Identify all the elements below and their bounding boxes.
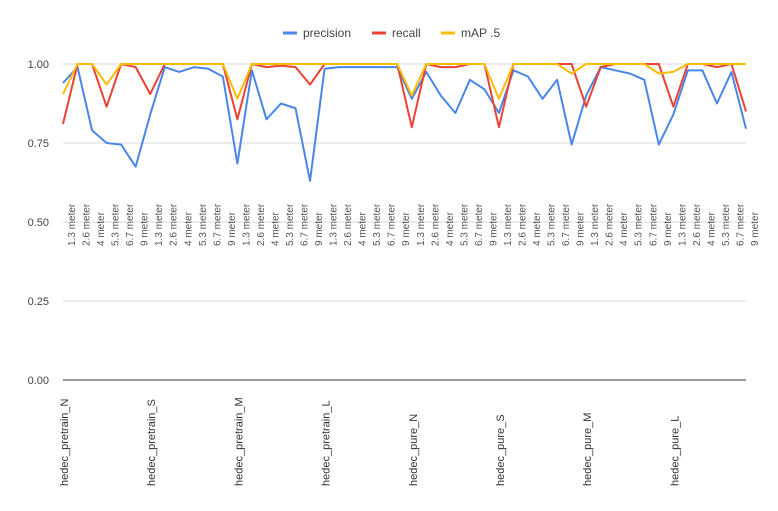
group-label-6: hedec_pure_M <box>582 413 594 486</box>
x-tick-label-38: 4 meter <box>619 211 630 246</box>
x-tick-label-30: 1.3 meter <box>503 203 514 246</box>
group-label-3: hedec_pretrain_L <box>321 400 333 486</box>
x-tick-label-36: 1.3 meter <box>590 203 601 246</box>
x-tick-label-16: 6.7 meter <box>300 203 311 246</box>
x-tick-label-37: 2.6 meter <box>605 203 616 246</box>
x-tick-label-17: 9 meter <box>314 211 325 246</box>
x-tick-label-9: 5.3 meter <box>198 203 209 246</box>
x-tick-label-35: 9 meter <box>576 211 587 246</box>
x-tick-label-22: 6.7 meter <box>387 203 398 246</box>
x-tick-label-41: 9 meter <box>663 211 674 246</box>
series-line-1 <box>62 63 747 129</box>
legend: precision recall mAP .5 <box>283 26 500 40</box>
y-tick-label-3: 0.75 <box>28 138 49 150</box>
x-tick-label-31: 2.6 meter <box>517 203 528 246</box>
series-line-0 <box>62 66 747 182</box>
x-axis-group-labels: hedec_pretrain_N hedec_pretrain_S hedec_pr… <box>59 397 681 486</box>
x-tick-label-39: 5.3 meter <box>634 203 645 246</box>
x-tick-label-47: 9 meter <box>750 211 761 246</box>
x-tick-label-13: 2.6 meter <box>256 203 267 246</box>
x-tick-label-29: 9 meter <box>488 211 499 246</box>
x-tick-label-44: 4 meter <box>706 211 717 246</box>
x-tick-label-26: 4 meter <box>445 211 456 246</box>
series-line-2 <box>62 63 746 100</box>
x-tick-label-21: 5.3 meter <box>372 203 383 246</box>
group-label-0: hedec_pretrain_N <box>59 398 71 486</box>
x-tick-label-42: 1.3 meter <box>677 203 688 246</box>
x-tick-label-18: 1.3 meter <box>329 203 340 246</box>
y-tick-label-0: 0.00 <box>28 375 49 387</box>
group-label-1: hedec_pretrain_S <box>146 399 158 486</box>
x-tick-label-4: 6.7 meter <box>125 203 136 246</box>
x-tick-label-43: 2.6 meter <box>692 203 703 246</box>
x-tick-label-23: 9 meter <box>401 211 412 246</box>
x-tick-label-0: 1.3 meter <box>67 203 78 246</box>
x-tick-label-8: 4 meter <box>183 211 194 246</box>
x-tick-label-19: 2.6 meter <box>343 203 354 246</box>
x-tick-label-2: 4 meter <box>96 211 107 246</box>
group-label-4: hedec_pure_N <box>408 414 420 486</box>
x-tick-label-1: 2.6 meter <box>82 203 93 246</box>
x-tick-label-5: 9 meter <box>140 211 151 246</box>
group-label-2: hedec_pretrain_M <box>233 397 245 486</box>
x-tick-label-28: 6.7 meter <box>474 203 485 246</box>
x-tick-label-12: 1.3 meter <box>241 203 252 246</box>
x-tick-label-11: 9 meter <box>227 211 238 246</box>
legend-label-2: mAP .5 <box>461 26 500 40</box>
x-tick-label-33: 5.3 meter <box>547 203 558 246</box>
legend-label-1: recall <box>392 26 421 40</box>
x-tick-label-20: 4 meter <box>358 211 369 246</box>
x-tick-label-32: 4 meter <box>532 211 543 246</box>
x-tick-label-46: 6.7 meter <box>735 203 746 246</box>
legend-label-0: precision <box>303 26 351 40</box>
x-axis-ticks: 1.3 meter 2.6 meter 4 meter 5.3 meter 6.7 me… <box>67 203 761 246</box>
x-tick-label-25: 2.6 meter <box>430 203 441 246</box>
x-tick-label-34: 6.7 meter <box>561 203 572 246</box>
x-tick-label-15: 5.3 meter <box>285 203 296 246</box>
x-tick-label-3: 5.3 meter <box>111 203 122 246</box>
x-tick-label-40: 6.7 meter <box>648 203 659 246</box>
x-tick-label-27: 5.3 meter <box>459 203 470 246</box>
y-tick-label-4: 1.00 <box>28 59 49 71</box>
x-tick-label-14: 4 meter <box>270 211 281 246</box>
x-tick-label-10: 6.7 meter <box>212 203 223 246</box>
group-label-7: hedec_pure_L <box>669 416 681 486</box>
x-tick-label-45: 5.3 meter <box>721 203 732 246</box>
y-tick-label-1: 0.25 <box>28 296 49 308</box>
x-tick-label-7: 2.6 meter <box>169 203 180 246</box>
x-tick-label-24: 1.3 meter <box>416 203 427 246</box>
y-axis-ticks: 0.00 0.25 0.50 0.75 1.00 <box>28 59 49 387</box>
y-tick-label-2: 0.50 <box>28 217 49 229</box>
group-label-5: hedec_pure_S <box>495 414 507 486</box>
x-tick-label-6: 1.3 meter <box>154 203 165 246</box>
series-lines <box>62 63 747 182</box>
